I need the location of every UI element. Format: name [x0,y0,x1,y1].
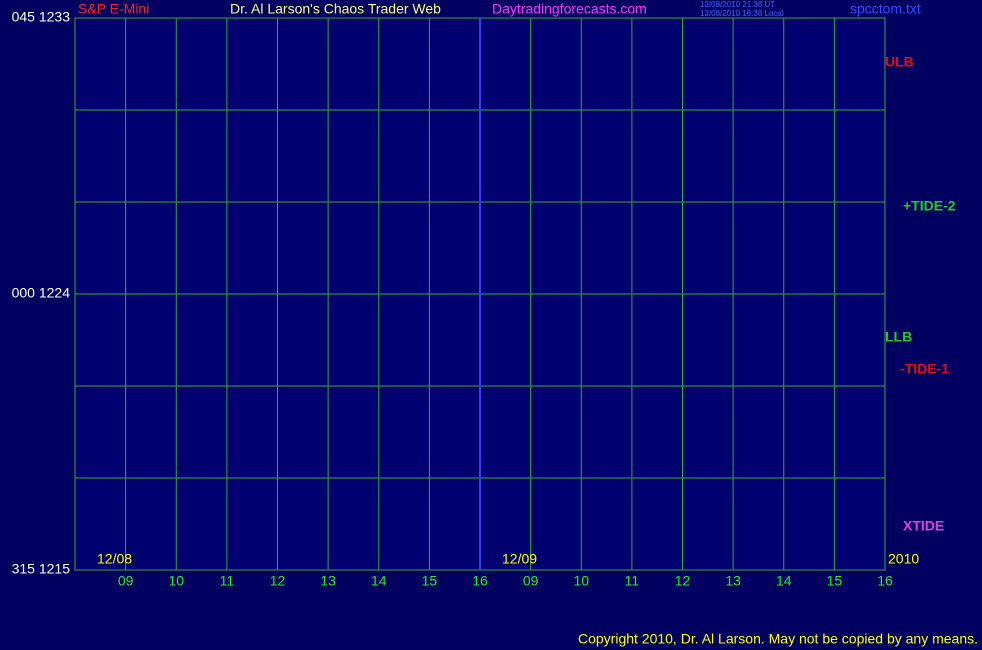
x-tick-label: 11 [220,573,235,589]
x-tick-label: 10 [168,573,184,589]
x-tick-label: 09 [118,573,134,589]
x-tick-label: 16 [472,573,488,589]
legend-entry: -TIDE-1 [900,361,949,377]
date-label: 12/08 [97,551,132,567]
x-tick-label: 13 [725,573,741,589]
site: Daytradingforecasts.com [492,1,647,17]
y-tick-label: 000 1224 [12,285,71,301]
file-name: spcctom.txt [850,1,921,17]
x-tick-label: 14 [776,573,792,589]
x-tick-label: 15 [422,573,438,589]
stamp-local: 12/08/2010 16:38 Local [700,9,784,18]
y-tick-label: 315 1215 [12,561,71,577]
subtitle: Dr. Al Larson's Chaos Trader Web [230,1,441,17]
date-label: 2010 [888,551,919,567]
legend-entry: XTIDE [903,518,944,534]
legend-entry: +TIDE-2 [903,198,956,214]
date-label: 12/09 [502,551,537,567]
legend-entry: ULB [885,54,914,70]
y-tick-label: 045 1233 [12,9,71,25]
x-tick-label: 13 [320,573,336,589]
x-tick-label: 12 [675,573,691,589]
x-tick-label: 11 [625,573,640,589]
x-tick-label: 16 [877,573,893,589]
stamp-ut: 12/08/2010 21:38 UT [700,0,775,9]
x-tick-label: 10 [573,573,589,589]
chart-title: S&P E-Mini [78,1,149,17]
x-tick-label: 15 [827,573,843,589]
x-tick-label: 09 [523,573,539,589]
x-tick-label: 12 [270,573,286,589]
x-tick-label: 14 [371,573,387,589]
copyright: Copyright 2010, Dr. Al Larson. May not b… [578,631,978,647]
legend-entry: LLB [885,329,912,345]
